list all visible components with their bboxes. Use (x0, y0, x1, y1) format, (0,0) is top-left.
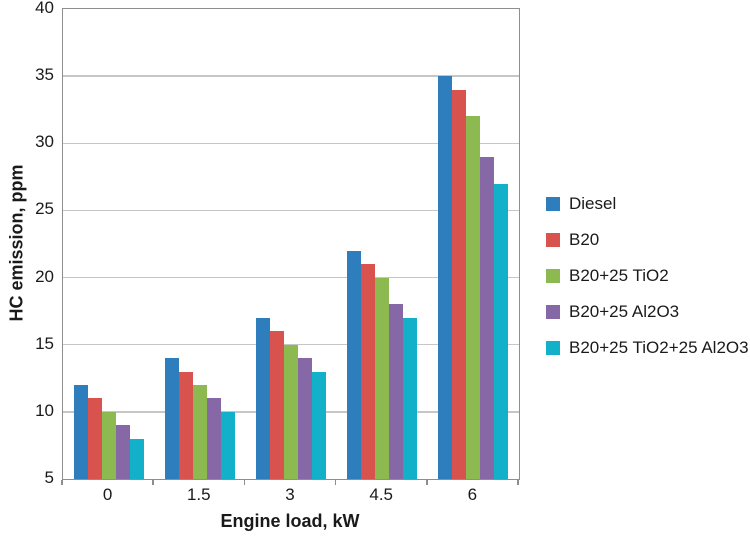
bar-b20-25-al2o3-load-0 (115, 425, 130, 479)
legend-swatch-icon (546, 232, 560, 247)
bar-b20-load-3 (270, 331, 284, 479)
bar-b20-load-1.5 (178, 371, 193, 479)
legend-entry-b20-25-tio2-25-al2o3: B20+25 TiO2+25 Al2O3 (546, 337, 749, 357)
bar-b20-25-tio2-25-al2o3-load-6 (494, 183, 509, 479)
x-axis-tick (152, 479, 154, 485)
x-tick-label-0: 0 (102, 485, 113, 504)
gridline-35 (63, 75, 519, 77)
gridline-30 (63, 142, 519, 145)
legend-swatch-icon (546, 268, 560, 283)
bar-b20-25-tio2-load-6 (466, 116, 481, 479)
bar-diesel-load-3 (256, 317, 270, 479)
bar-b20-25-tio2-load-1.5 (192, 385, 207, 479)
y-tick-label-40: 40 (35, 0, 54, 17)
legend: Diesel B20 B20+25 TiO2 B20+25 Al2O3 B20+25 T… (546, 193, 749, 357)
plot-area (62, 8, 520, 480)
bar-diesel-load-1.5 (164, 358, 179, 479)
legend-label: Diesel (569, 193, 617, 213)
gridline-20 (63, 276, 519, 279)
legend-entry-b20-25-al2o3: B20+25 Al2O3 (546, 301, 749, 321)
bar-b20-25-tio2-load-3 (284, 344, 298, 479)
bar-diesel-load-0 (73, 385, 88, 479)
y-tick-label-15: 15 (35, 333, 54, 353)
bar-diesel-load-4.5 (347, 250, 362, 479)
legend-swatch-icon (546, 304, 560, 319)
legend-label: B20+25 Al2O3 (569, 301, 680, 321)
bar-b20-load-4.5 (361, 264, 376, 479)
legend-label: B20 (569, 229, 600, 249)
bar-b20-25-tio2-25-al2o3-load-1.5 (220, 411, 235, 479)
x-tick-label-1.5: 1.5 (186, 485, 211, 504)
bar-b20-25-al2o3-load-6 (480, 156, 495, 479)
y-axis-title: HC emission, ppm (6, 164, 27, 322)
bar-b20-25-al2o3-load-1.5 (206, 398, 221, 479)
bar-b20-25-tio2-25-al2o3-load-4.5 (403, 317, 418, 479)
bar-b20-load-0 (87, 398, 102, 479)
bar-b20-25-al2o3-load-4.5 (389, 304, 404, 479)
bar-diesel-load-6 (438, 76, 453, 479)
legend-label: B20+25 TiO2+25 Al2O3 (569, 337, 749, 357)
x-axis-tick (426, 479, 428, 485)
y-tick-label-30: 30 (35, 132, 54, 152)
legend-label: B20+25 TiO2 (569, 265, 669, 285)
bar-b20-25-tio2-load-0 (101, 411, 116, 479)
x-tick-label-4.5: 4.5 (369, 485, 393, 504)
y-tick-label-20: 20 (35, 266, 54, 286)
x-axis-tick (334, 479, 337, 485)
legend-entry-b20-25-tio2: B20+25 TiO2 (546, 265, 749, 285)
bar-b20-load-6 (452, 89, 467, 479)
gridline-15 (63, 343, 519, 346)
x-axis-title: Engine load, kW (220, 511, 360, 531)
y-tick-label-5: 5 (44, 468, 54, 487)
gridline-25 (63, 209, 519, 212)
y-tick-label-25: 25 (35, 199, 54, 219)
bar-b20-25-tio2-25-al2o3-load-0 (129, 438, 144, 479)
bar-b20-25-tio2-load-4.5 (375, 277, 390, 479)
bar-b20-25-tio2-25-al2o3-load-3 (312, 371, 326, 479)
bar-b20-25-al2o3-load-3 (298, 358, 312, 479)
legend-entry-b20: B20 (546, 229, 749, 249)
legend-swatch-icon (546, 340, 560, 355)
x-axis-tick (61, 479, 63, 485)
legend-swatch-icon (546, 196, 560, 211)
legend-entry-diesel: Diesel (546, 193, 749, 213)
x-axis-tick (517, 479, 519, 485)
y-tick-label-35: 35 (35, 65, 54, 85)
x-axis-tick (243, 479, 246, 485)
x-tick-label-6: 6 (467, 485, 478, 504)
x-tick-label-3: 3 (285, 485, 295, 504)
y-tick-label-10: 10 (35, 400, 54, 420)
